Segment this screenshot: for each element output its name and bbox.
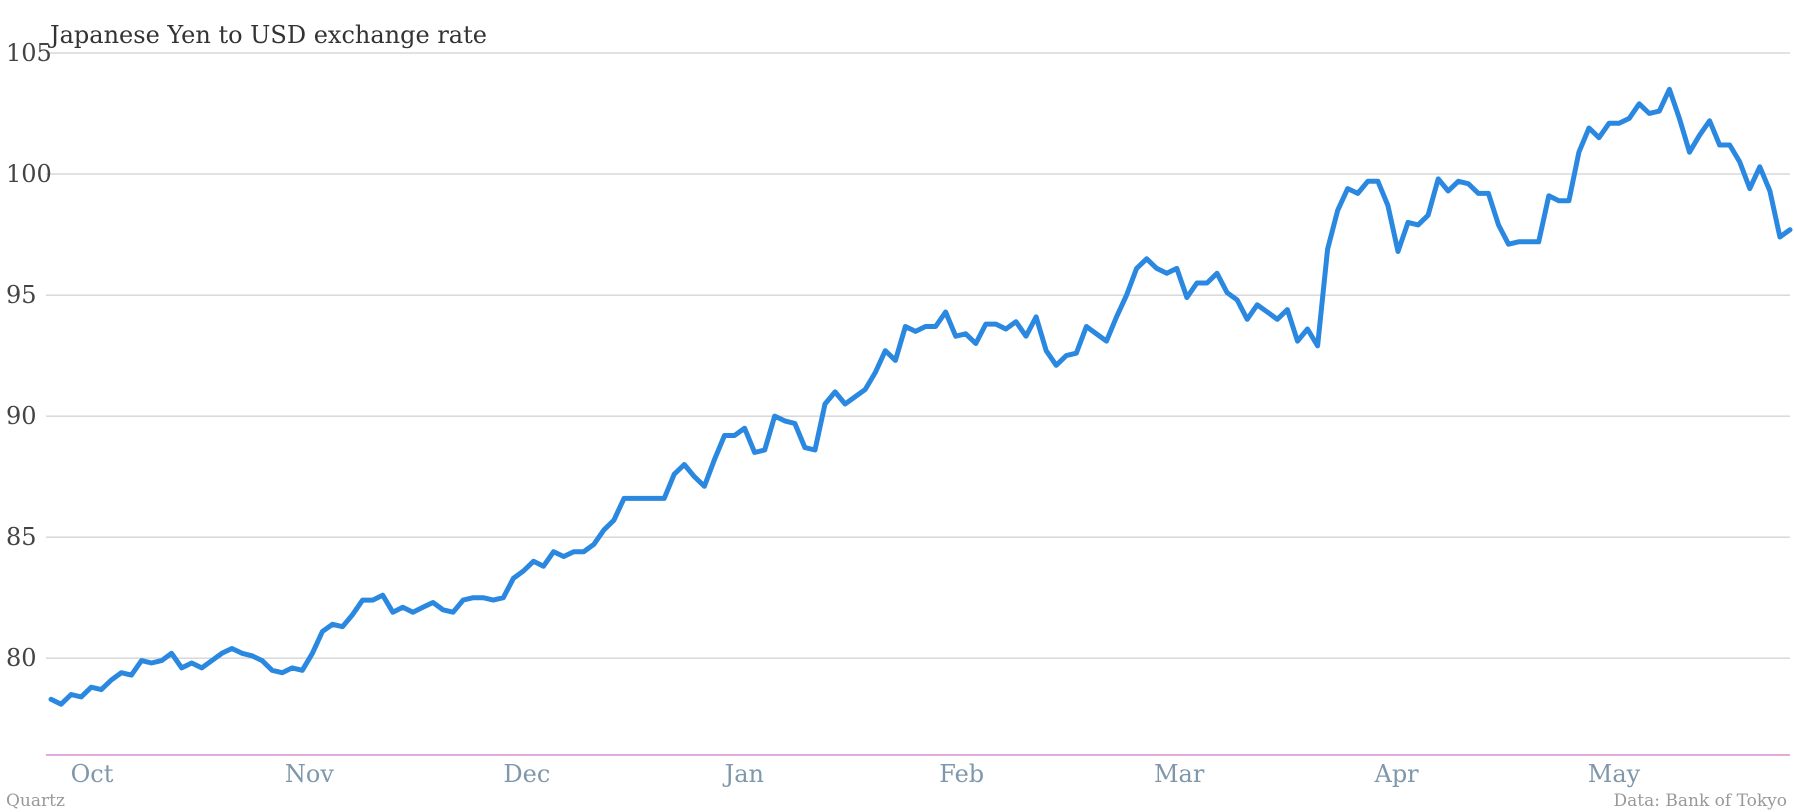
x-axis-ticks: Oct Nov Dec Jan Feb Mar Apr May bbox=[71, 760, 1641, 788]
chart-title: Japanese Yen to USD exchange rate bbox=[47, 21, 487, 49]
x-tick-label: Mar bbox=[1154, 760, 1205, 788]
credit-right: Data: Bank of Tokyo bbox=[1614, 791, 1787, 811]
x-tick-label: Oct bbox=[71, 760, 114, 788]
series-line-0 bbox=[48, 86, 1793, 707]
x-tick-label: Dec bbox=[503, 760, 550, 788]
credit-left: Quartz bbox=[6, 791, 65, 811]
x-tick-label: Apr bbox=[1373, 760, 1419, 788]
y-tick-label: 85 bbox=[6, 523, 37, 551]
gridlines bbox=[46, 52, 1790, 659]
y-tick-label: 105 bbox=[6, 39, 52, 67]
series-layer bbox=[48, 86, 1793, 707]
y-tick-label: 90 bbox=[6, 402, 37, 430]
x-tick-label: May bbox=[1588, 760, 1641, 788]
y-tick-label: 95 bbox=[6, 281, 37, 309]
y-tick-label: 80 bbox=[6, 644, 37, 672]
x-tick-label: Jan bbox=[722, 760, 764, 788]
y-tick-label: 100 bbox=[6, 160, 52, 188]
x-tick-label: Nov bbox=[285, 760, 334, 788]
x-tick-label: Feb bbox=[939, 760, 984, 788]
y-axis-ticks: 80 85 90 95 100 105 bbox=[6, 39, 52, 672]
